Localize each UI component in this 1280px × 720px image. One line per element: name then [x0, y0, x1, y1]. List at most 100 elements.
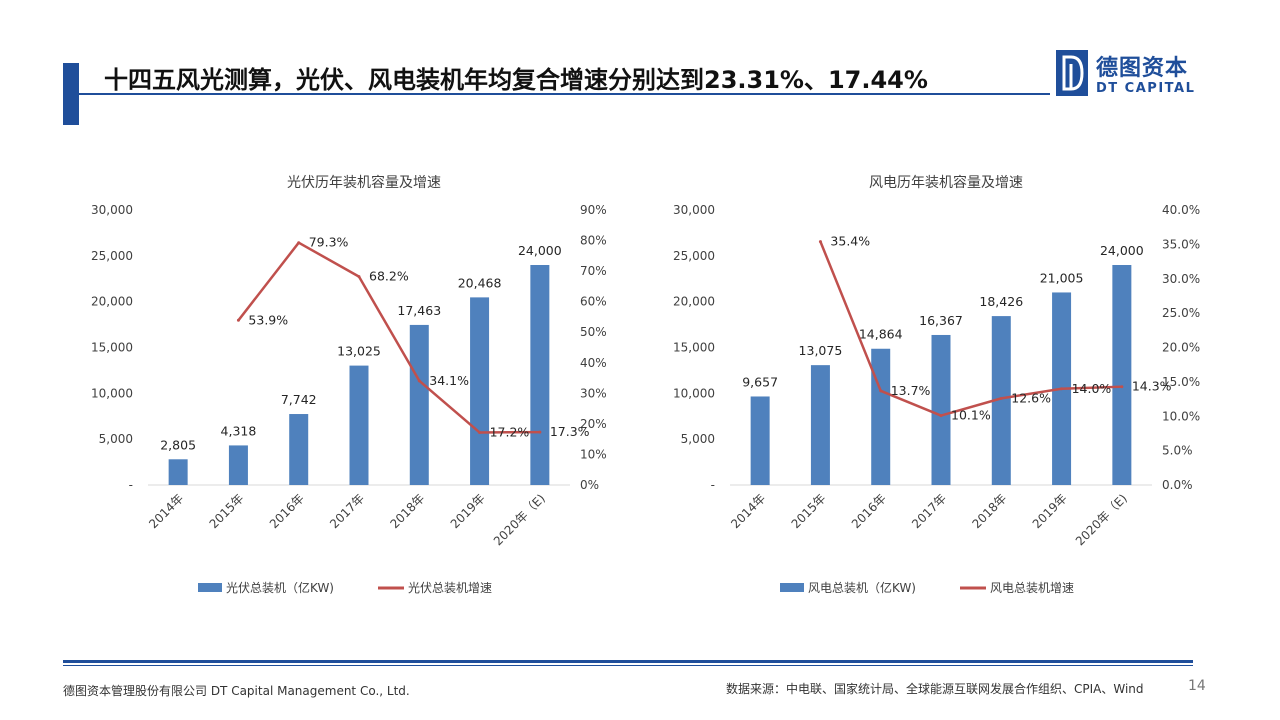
wind-y-left-tick: 30,000: [673, 203, 715, 217]
wind-bar-label: 18,426: [979, 294, 1023, 309]
pv-growth-label: 79.3%: [309, 235, 349, 250]
pv-y-left-tick: 15,000: [91, 341, 133, 355]
pv-category-label: 2017年: [327, 491, 367, 531]
wind-y-right-tick: 20.0%: [1162, 341, 1200, 355]
pv-y-right-tick: 60%: [580, 295, 607, 309]
pv-y-left-tick: -: [129, 478, 133, 492]
wind-y-left-tick: 10,000: [673, 386, 715, 400]
pv-bar: [470, 297, 490, 485]
pv-bar: [228, 445, 248, 485]
wind-category-label: 2014年: [728, 491, 768, 531]
wind-capacity-chart: 风电历年装机容量及增速 - 5,000 10,000 15,000 20,000 25,00…: [640, 160, 1220, 610]
wind-growth-label: 12.6%: [1011, 390, 1051, 405]
wind-legend-bar-label: 风电总装机（亿KW): [808, 580, 916, 595]
wind-legend-bar-swatch: [780, 583, 804, 592]
pv-bar-label: 24,000: [518, 243, 562, 258]
wind-bar: [1112, 265, 1132, 485]
pv-bar-label: 13,025: [337, 344, 381, 359]
pv-bar: [289, 414, 309, 485]
wind-bar-label: 9,657: [742, 374, 778, 389]
pv-y-right-tick: 30%: [580, 386, 607, 400]
wind-y-right-tick: 5.0%: [1162, 444, 1193, 458]
pv-category-label: 2019年: [448, 491, 488, 531]
wind-growth-label: 14.0%: [1072, 381, 1112, 396]
logo-d-icon: [1056, 50, 1088, 96]
wind-bar: [750, 396, 770, 485]
wind-y-right-tick: 25.0%: [1162, 306, 1200, 320]
pv-category-label: 2020年（E): [491, 491, 548, 548]
pv-category-label: 2014年: [146, 491, 186, 531]
wind-growth-point: [879, 389, 883, 393]
pv-bar-label: 20,468: [458, 275, 502, 290]
pv-legend-line-label: 光伏总装机增速: [408, 581, 492, 595]
pv-capacity-chart: 光伏历年装机容量及增速 - 5,000 10,000 15,000 20,000 25,00…: [58, 160, 638, 610]
wind-category-label: 2018年: [969, 491, 1009, 531]
wind-bar-label: 24,000: [1100, 243, 1144, 258]
pv-y-right-tick: 40%: [580, 356, 607, 370]
wind-bar-label: 16,367: [919, 313, 963, 328]
footer-rule: [63, 660, 1193, 663]
pv-category-label: 2015年: [207, 491, 247, 531]
wind-bar: [810, 365, 830, 485]
pv-y-left-tick: 10,000: [91, 386, 133, 400]
pv-growth-line: [237, 241, 540, 434]
wind-growth-line: [819, 241, 1122, 417]
pv-bar-label: 4,318: [221, 423, 257, 438]
wind-chart-title: 风电历年装机容量及增速: [869, 174, 1023, 191]
footer-source: 数据来源：中电联、国家统计局、全球能源互联网发展合作组织、CPIA、Wind: [726, 682, 1144, 696]
wind-y-right-tick: 30.0%: [1162, 272, 1200, 286]
wind-legend-line-label: 风电总装机增速: [990, 581, 1074, 595]
wind-y-right-tick: 15.0%: [1162, 375, 1200, 389]
footer-company: 德图资本管理股份有限公司 DT Capital Management Co., …: [63, 684, 410, 698]
wind-bar-label: 14,864: [859, 327, 903, 342]
pv-growth-point: [236, 318, 240, 322]
wind-growth-point: [818, 240, 822, 244]
pv-growth-label: 17.2%: [490, 424, 530, 439]
pv-bar-label: 7,742: [281, 392, 317, 407]
pv-chart-svg: 光伏历年装机容量及增速 - 5,000 10,000 15,000 20,000 25,00…: [91, 174, 607, 595]
pv-y-left-tick: 20,000: [91, 295, 133, 309]
page-title: 十四五风光测算，光伏、风电装机年均复合增速分别达到23.31%、17.44%: [104, 66, 928, 94]
wind-bar: [871, 348, 891, 485]
wind-y-right-tick: 0.0%: [1162, 478, 1193, 492]
pv-y-right-tick: 0%: [580, 478, 599, 492]
pv-growth-label: 68.2%: [369, 269, 409, 284]
title-accent-bar: [63, 63, 79, 125]
pv-y-right-tick: 90%: [580, 203, 607, 217]
wind-bar-label: 21,005: [1040, 270, 1084, 285]
footer-rule-thin: [63, 665, 1193, 666]
pv-y-right-tick: 50%: [580, 325, 607, 339]
pv-bar-label: 2,805: [160, 437, 196, 452]
pv-legend-bar-label: 光伏总装机（亿KW): [226, 580, 334, 595]
wind-y-left-tick: -: [711, 478, 715, 492]
pv-bar: [168, 459, 188, 485]
pv-y-left-tick: 25,000: [91, 249, 133, 263]
pv-growth-point: [417, 379, 421, 383]
wind-bar-label: 13,075: [799, 343, 843, 358]
pv-bar: [409, 324, 429, 485]
logo-english-name: DT CAPITAL: [1096, 81, 1196, 96]
pv-growth-point: [297, 241, 301, 245]
pv-growth-label: 53.9%: [248, 312, 288, 327]
pv-y-left-tick: 5,000: [99, 432, 133, 446]
pv-growth-point: [478, 430, 482, 434]
wind-y-left-tick: 20,000: [673, 295, 715, 309]
wind-growth-point: [1120, 385, 1124, 389]
pv-growth-label: 17.3%: [550, 424, 590, 439]
wind-growth-label: 13.7%: [891, 383, 931, 398]
wind-y-right-tick: 10.0%: [1162, 409, 1200, 423]
wind-growth-point: [999, 396, 1003, 400]
pv-growth-point: [357, 275, 361, 279]
wind-growth-label: 10.1%: [951, 408, 991, 423]
pv-chart-title: 光伏历年装机容量及增速: [287, 174, 441, 191]
wind-growth-point: [1060, 387, 1064, 391]
wind-y-right-tick: 40.0%: [1162, 203, 1200, 217]
wind-category-label: 2019年: [1030, 491, 1070, 531]
pv-legend-bar-swatch: [198, 583, 222, 592]
pv-bar: [349, 365, 369, 485]
wind-y-left-tick: 25,000: [673, 249, 715, 263]
pv-y-right-tick: 10%: [580, 447, 607, 461]
wind-y-left-tick: 15,000: [673, 341, 715, 355]
pv-category-label: 2016年: [267, 491, 307, 531]
pv-y-right-tick: 20%: [580, 417, 607, 431]
